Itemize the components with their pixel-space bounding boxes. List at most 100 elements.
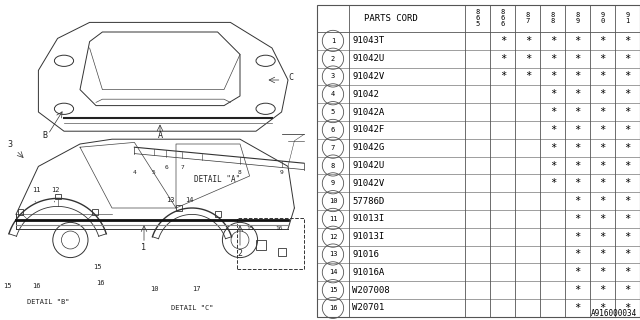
Text: 8
8: 8 8 [550,12,555,24]
Text: *: * [625,285,630,295]
Text: *: * [575,107,580,117]
Text: 1: 1 [331,38,335,44]
Text: 17: 17 [192,286,200,292]
Text: *: * [525,71,531,82]
Text: *: * [575,214,580,224]
Text: 10: 10 [150,286,159,292]
Text: 11: 11 [32,187,40,193]
Text: 3: 3 [7,140,12,149]
Text: *: * [550,36,556,46]
Text: 91042U: 91042U [353,161,385,170]
Text: 8: 8 [331,163,335,169]
Text: *: * [600,267,605,277]
Text: *: * [625,36,630,46]
Text: *: * [625,196,630,206]
Text: *: * [525,54,531,64]
Text: A: A [157,131,163,140]
Text: 91043T: 91043T [353,36,385,45]
Text: 14: 14 [186,196,194,203]
Text: 2: 2 [331,56,335,62]
Text: *: * [600,178,605,188]
Text: 3: 3 [331,74,335,79]
Text: 8
6
5: 8 6 5 [476,9,480,28]
Text: *: * [575,196,580,206]
Text: 12: 12 [51,187,60,193]
Text: 1: 1 [141,243,147,252]
Text: *: * [575,232,580,242]
Text: *: * [625,89,630,99]
Text: DETAIL "C": DETAIL "C" [171,305,213,311]
Text: *: * [600,232,605,242]
Text: 6: 6 [164,165,168,170]
Text: *: * [575,71,580,82]
Text: 13: 13 [166,196,175,203]
Text: 91042F: 91042F [353,125,385,134]
Text: *: * [575,125,580,135]
Text: *: * [600,303,605,313]
Text: *: * [575,143,580,153]
Text: *: * [625,214,630,224]
Text: 15: 15 [246,227,254,231]
Text: *: * [575,161,580,171]
Text: *: * [525,36,531,46]
Text: 4: 4 [132,170,136,175]
Text: DETAIL "B": DETAIL "B" [27,299,69,305]
Text: 8: 8 [238,170,242,175]
Text: *: * [550,143,556,153]
Text: 9: 9 [280,170,284,175]
Text: 11: 11 [329,216,337,222]
Text: *: * [625,71,630,82]
Text: 8
6
6: 8 6 6 [500,9,505,28]
Text: B: B [42,131,47,140]
Text: *: * [600,36,605,46]
Text: 16: 16 [96,280,104,286]
Text: 91013I: 91013I [353,214,385,223]
Text: PARTS CORD: PARTS CORD [364,14,418,23]
Text: 91042: 91042 [353,90,380,99]
Text: 91042V: 91042V [353,72,385,81]
Text: *: * [625,107,630,117]
Text: 57786D: 57786D [353,196,385,205]
Text: 91042U: 91042U [353,54,385,63]
Text: A916000034: A916000034 [591,309,637,318]
Text: *: * [550,107,556,117]
Text: 9
1: 9 1 [625,12,630,24]
Text: *: * [600,285,605,295]
Text: *: * [550,178,556,188]
Text: *: * [600,89,605,99]
Text: 91042A: 91042A [353,108,385,116]
Text: 5: 5 [331,109,335,115]
Text: 9
0: 9 0 [600,12,605,24]
Text: W207008: W207008 [353,286,390,295]
Text: *: * [575,250,580,260]
Bar [278,248,287,256]
Text: *: * [575,267,580,277]
Text: *: * [500,36,506,46]
Text: *: * [600,107,605,117]
Text: 7: 7 [180,165,184,170]
Bar [237,218,304,269]
Text: *: * [625,54,630,64]
Text: 13: 13 [329,252,337,258]
Text: *: * [600,125,605,135]
Text: W20701: W20701 [353,303,385,312]
Text: *: * [575,178,580,188]
Bar [92,209,98,215]
Text: *: * [625,143,630,153]
Text: *: * [550,125,556,135]
Text: *: * [600,214,605,224]
Text: *: * [550,71,556,82]
Text: 9: 9 [331,180,335,186]
Text: 2: 2 [237,249,243,258]
Text: *: * [550,89,556,99]
Text: 15: 15 [329,287,337,293]
Text: 8
7: 8 7 [525,12,530,24]
Text: 8
9: 8 9 [575,12,580,24]
Text: 10: 10 [329,198,337,204]
Text: 15: 15 [93,264,101,270]
Text: *: * [575,303,580,313]
Text: *: * [625,303,630,313]
Text: *: * [550,161,556,171]
Text: C: C [289,73,294,82]
Text: 91016: 91016 [353,250,380,259]
